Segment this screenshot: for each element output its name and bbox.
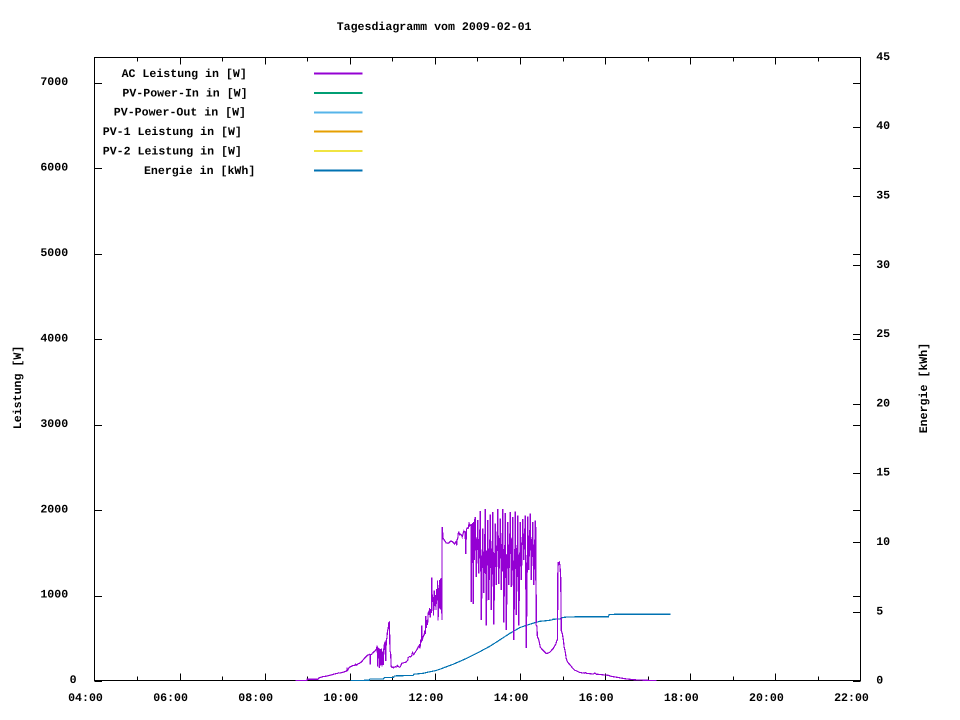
svg-text:3000: 3000	[40, 418, 68, 431]
svg-text:16:00: 16:00	[579, 692, 614, 705]
svg-text:08:00: 08:00	[238, 692, 273, 705]
svg-text:30: 30	[876, 259, 890, 272]
svg-text:20:00: 20:00	[749, 692, 784, 705]
svg-text:5000: 5000	[40, 247, 68, 260]
svg-text:PV-2 Leistung in [W]: PV-2 Leistung in [W]	[103, 146, 242, 159]
svg-text:12:00: 12:00	[409, 692, 444, 705]
svg-text:18:00: 18:00	[664, 692, 699, 705]
svg-text:0: 0	[70, 674, 77, 687]
svg-text:7000: 7000	[40, 76, 68, 89]
svg-text:5: 5	[876, 605, 883, 618]
svg-text:PV-1 Leistung in [W]: PV-1 Leistung in [W]	[103, 126, 242, 139]
svg-text:PV-Power-Out in [W]: PV-Power-Out in [W]	[114, 107, 246, 120]
svg-text:45: 45	[876, 51, 890, 64]
svg-text:4000: 4000	[40, 332, 68, 345]
svg-text:0: 0	[876, 675, 883, 688]
svg-text:PV-Power-In in [W]: PV-Power-In in [W]	[122, 87, 247, 100]
svg-text:Tagesdiagramm vom 2009-02-01: Tagesdiagramm vom 2009-02-01	[337, 21, 532, 34]
svg-text:14:00: 14:00	[494, 692, 529, 705]
svg-text:15: 15	[876, 467, 890, 480]
svg-text:20: 20	[876, 397, 890, 410]
svg-text:Leistung [W]: Leistung [W]	[12, 346, 25, 430]
svg-text:10: 10	[876, 536, 890, 549]
svg-text:AC Leistung in [W]: AC Leistung in [W]	[122, 68, 247, 81]
svg-text:Energie [kWh]: Energie [kWh]	[918, 343, 931, 433]
svg-text:2000: 2000	[40, 503, 68, 516]
svg-text:40: 40	[876, 120, 890, 133]
svg-text:22:00: 22:00	[834, 692, 869, 705]
svg-text:1000: 1000	[40, 589, 68, 602]
svg-text:6000: 6000	[40, 162, 68, 175]
svg-text:Energie in [kWh]: Energie in [kWh]	[144, 165, 255, 178]
svg-text:04:00: 04:00	[68, 692, 103, 705]
svg-text:25: 25	[876, 328, 890, 341]
svg-text:10:00: 10:00	[323, 692, 358, 705]
svg-text:35: 35	[876, 190, 890, 203]
svg-text:06:00: 06:00	[153, 692, 188, 705]
